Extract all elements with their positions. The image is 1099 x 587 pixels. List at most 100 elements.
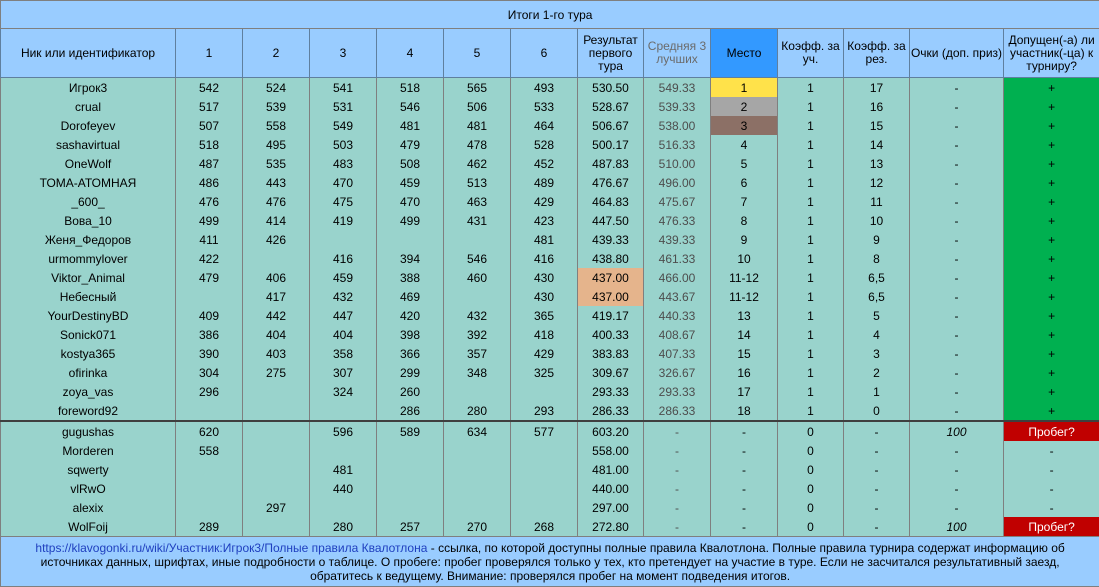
cell-k-part: 1 <box>778 382 844 401</box>
cell-k-res: 1 <box>844 382 910 401</box>
cell-avg: 407.33 <box>644 344 711 363</box>
cell-k-res: - <box>844 517 910 537</box>
cell-race-3: 483 <box>310 154 377 173</box>
cell-k-part: 1 <box>778 230 844 249</box>
cell-race-1: 304 <box>176 363 243 382</box>
cell-admitted: + <box>1004 363 1099 382</box>
header-avg: Средняя 3 лучших <box>644 29 711 78</box>
cell-race-1: 411 <box>176 230 243 249</box>
cell-k-res: - <box>844 498 910 517</box>
cell-k-res: - <box>844 441 910 460</box>
header-race-2: 2 <box>243 29 310 78</box>
rules-link[interactable]: https://klavogonki.ru/wiki/Участник:Игро… <box>35 541 427 555</box>
cell-k-part: 1 <box>778 135 844 154</box>
cell-race-4: 479 <box>377 135 444 154</box>
cell-avg: 286.33 <box>644 401 711 421</box>
cell-race-4 <box>377 498 444 517</box>
cell-nick: _600_ <box>1 192 176 211</box>
cell-k-res: 2 <box>844 363 910 382</box>
cell-avg: 539.33 <box>644 97 711 116</box>
cell-race-4: 260 <box>377 382 444 401</box>
cell-race-1 <box>176 498 243 517</box>
cell-race-4: 398 <box>377 325 444 344</box>
cell-race-5 <box>444 382 511 401</box>
cell-race-2: 414 <box>243 211 310 230</box>
cell-k-part: 1 <box>778 154 844 173</box>
cell-place: 11-12 <box>711 287 778 306</box>
cell-nick: Игрок3 <box>1 78 176 98</box>
cell-race-4 <box>377 441 444 460</box>
cell-avg: - <box>644 441 711 460</box>
cell-race-6 <box>511 479 578 498</box>
cell-place: - <box>711 441 778 460</box>
cell-admitted: + <box>1004 287 1099 306</box>
cell-k-res: 5 <box>844 306 910 325</box>
cell-race-6: 429 <box>511 192 578 211</box>
cell-result: 437.00 <box>578 287 644 306</box>
cell-race-6: 325 <box>511 363 578 382</box>
cell-admitted: + <box>1004 325 1099 344</box>
cell-race-3: 475 <box>310 192 377 211</box>
cell-race-2: 404 <box>243 325 310 344</box>
cell-k-part: 1 <box>778 173 844 192</box>
cell-race-6 <box>511 460 578 479</box>
cell-points: - <box>910 192 1004 211</box>
cell-result: 440.00 <box>578 479 644 498</box>
cell-k-part: 1 <box>778 287 844 306</box>
cell-place: - <box>711 498 778 517</box>
cell-place: 18 <box>711 401 778 421</box>
cell-race-2: 495 <box>243 135 310 154</box>
cell-race-1: 296 <box>176 382 243 401</box>
cell-race-5: 565 <box>444 78 511 98</box>
header-points: Очки (доп. приз) <box>910 29 1004 78</box>
cell-race-2: 406 <box>243 268 310 287</box>
cell-race-5: 513 <box>444 173 511 192</box>
cell-place: 11-12 <box>711 268 778 287</box>
cell-race-2: 426 <box>243 230 310 249</box>
cell-race-5: 392 <box>444 325 511 344</box>
cell-race-2: 442 <box>243 306 310 325</box>
cell-points: - <box>910 249 1004 268</box>
cell-race-6: 430 <box>511 287 578 306</box>
cell-race-2: 275 <box>243 363 310 382</box>
cell-race-6: 418 <box>511 325 578 344</box>
cell-race-1: 476 <box>176 192 243 211</box>
cell-race-6: 481 <box>511 230 578 249</box>
cell-race-4: 508 <box>377 154 444 173</box>
cell-place: - <box>711 460 778 479</box>
cell-k-part: 1 <box>778 363 844 382</box>
cell-race-6 <box>511 498 578 517</box>
cell-nick: sqwerty <box>1 460 176 479</box>
cell-avg: - <box>644 421 711 441</box>
cell-avg: 293.33 <box>644 382 711 401</box>
cell-race-2: 443 <box>243 173 310 192</box>
cell-place: 1 <box>711 78 778 98</box>
cell-k-part: 0 <box>778 460 844 479</box>
cell-avg: 538.00 <box>644 116 711 135</box>
cell-avg: 439.33 <box>644 230 711 249</box>
cell-points: 100 <box>910 517 1004 537</box>
cell-race-1: 422 <box>176 249 243 268</box>
cell-result: 487.83 <box>578 154 644 173</box>
cell-race-5: 460 <box>444 268 511 287</box>
cell-race-2 <box>243 441 310 460</box>
cell-race-1: 542 <box>176 78 243 98</box>
cell-race-4: 299 <box>377 363 444 382</box>
cell-race-5 <box>444 498 511 517</box>
cell-place: 10 <box>711 249 778 268</box>
cell-race-6: 293 <box>511 401 578 421</box>
cell-result: 481.00 <box>578 460 644 479</box>
cell-race-4: 366 <box>377 344 444 363</box>
cell-points: - <box>910 78 1004 98</box>
cell-points: - <box>910 363 1004 382</box>
cell-avg: - <box>644 517 711 537</box>
cell-race-6: 423 <box>511 211 578 230</box>
cell-race-4 <box>377 230 444 249</box>
cell-race-6: 416 <box>511 249 578 268</box>
cell-nick: crual <box>1 97 176 116</box>
cell-race-1: 386 <box>176 325 243 344</box>
